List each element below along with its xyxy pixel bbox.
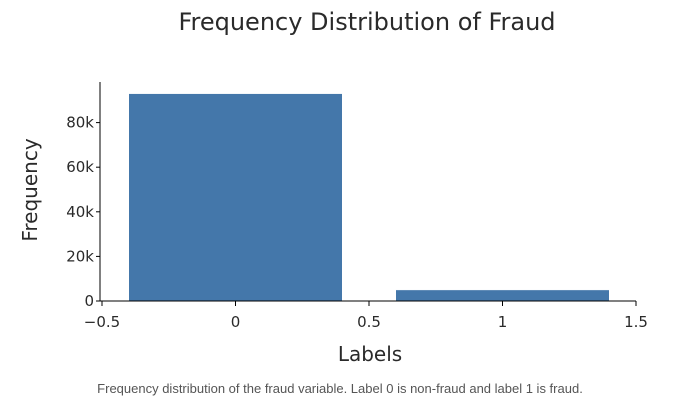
bar-0 xyxy=(128,93,343,302)
y-tick-label: 20k xyxy=(66,247,94,265)
bar-1 xyxy=(395,289,610,302)
y-axis-label: Frequency xyxy=(18,138,42,241)
chart-svg: Frequency Distribution of Fraud 0 20k 40k 6… xyxy=(18,8,648,366)
x-ticks-group: −0.5 0 0.5 1 1.5 xyxy=(84,301,648,331)
y-tick-label: 80k xyxy=(66,114,94,132)
figure-caption: Frequency distribution of the fraud vari… xyxy=(97,381,583,396)
x-tick-label: 1 xyxy=(498,313,508,331)
bars-group xyxy=(128,93,610,302)
x-tick-label: 0.5 xyxy=(357,313,381,331)
x-tick-label: −0.5 xyxy=(84,313,120,331)
x-axis-label: Labels xyxy=(338,342,402,366)
y-tick-label: 0 xyxy=(84,292,94,310)
y-tick-label: 60k xyxy=(66,158,94,176)
x-tick-label: 0 xyxy=(231,313,241,331)
y-tick-label: 40k xyxy=(66,203,94,221)
x-tick-label: 1.5 xyxy=(624,313,648,331)
chart-title: Frequency Distribution of Fraud xyxy=(178,8,555,36)
y-ticks-group: 0 20k 40k 60k 80k xyxy=(66,114,100,310)
